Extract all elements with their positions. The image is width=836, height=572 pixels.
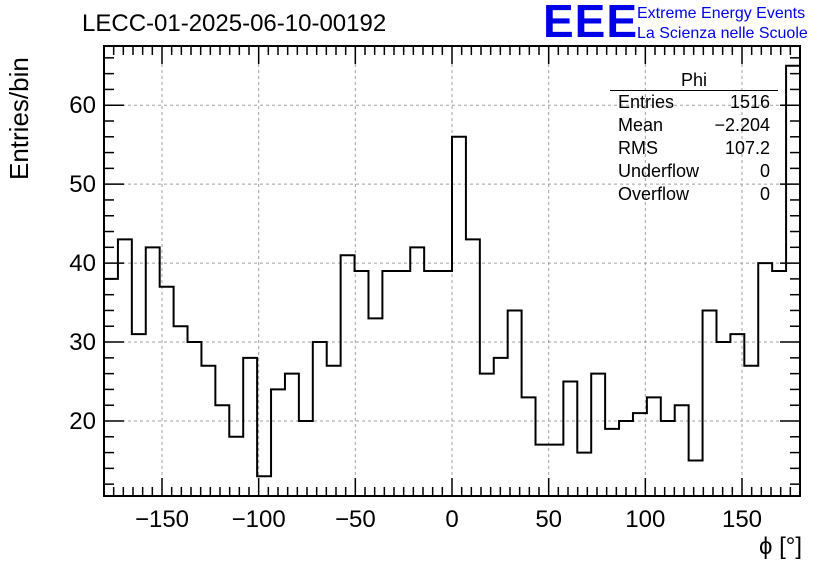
x-tick-label: 50: [535, 506, 562, 533]
y-tick-label: 30: [69, 329, 96, 356]
x-tick-label: 150: [722, 506, 762, 533]
stats-row-mean: Mean −2.204: [610, 114, 778, 137]
logo-caption-line2: La Scienza nelle Scuole: [637, 25, 808, 42]
stats-label: Underflow: [618, 161, 700, 181]
x-tick-label: 0: [445, 506, 458, 533]
x-tick-label: 100: [625, 506, 665, 533]
y-tick-label: 40: [69, 250, 96, 277]
y-axis-label: Entries/bin: [4, 57, 34, 180]
stats-label: Mean: [618, 115, 664, 135]
stats-row-rms: RMS 107.2: [610, 137, 778, 160]
logo-caption-line1: Extreme Energy Events: [637, 5, 806, 22]
stats-label: Overflow: [618, 184, 690, 204]
x-tick-label: −100: [232, 506, 286, 533]
y-tick-label: 20: [69, 408, 96, 435]
stats-value: 1516: [729, 92, 770, 112]
eee-logo: EEE: [543, 0, 639, 47]
stats-label: Entries: [618, 92, 675, 112]
stats-value: −2.204: [714, 115, 770, 135]
x-tick-label: −50: [335, 506, 376, 533]
stats-label: RMS: [618, 138, 658, 158]
stats-box: Phi Entries 1516 Mean −2.204 RMS 107.2 U…: [610, 70, 778, 206]
stats-row-underflow: Underflow 0: [610, 160, 778, 183]
chart-title: LECC-01-2025-06-10-00192: [82, 10, 387, 37]
stats-value: 0: [759, 184, 770, 204]
tick-labels: −150 −100 −50 0 50 100 150 20 30 40 50 60: [69, 92, 762, 533]
stats-row-entries: Entries 1516: [610, 91, 778, 114]
stats-value: 0: [759, 161, 770, 181]
x-axis-label: ϕ [°]: [758, 533, 802, 560]
y-tick-label: 50: [69, 171, 96, 198]
histogram-series-line: [104, 64, 800, 478]
stats-row-overflow: Overflow 0: [610, 183, 778, 206]
y-tick-label: 60: [69, 92, 96, 119]
x-tick-label: −150: [135, 506, 189, 533]
stats-value: 107.2: [724, 138, 770, 158]
stats-box-title: Phi: [610, 70, 778, 91]
axis-ticks: [104, 46, 800, 496]
